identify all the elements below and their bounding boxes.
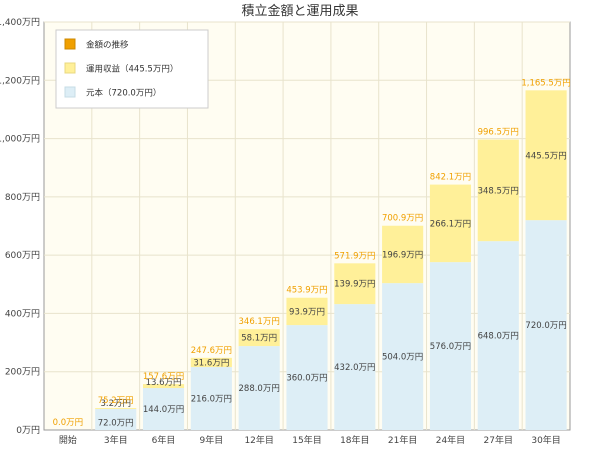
y-tick-label: 1,400万円: [0, 17, 40, 28]
data-label-principal: 648.0万円: [478, 332, 519, 342]
data-label-total: 842.1万円: [430, 173, 471, 183]
data-label-total: 453.9万円: [286, 286, 327, 296]
legend-label: 運用収益（445.5万円）: [86, 64, 178, 75]
data-label-principal: 576.0万円: [430, 342, 471, 352]
data-label-return: 348.5万円: [478, 186, 519, 196]
data-label-principal: 432.0万円: [334, 363, 375, 373]
bar-return: [190, 357, 232, 368]
bar-principal: [334, 304, 376, 430]
x-tick-label: 24年目: [436, 434, 465, 446]
data-label-total: 996.5万円: [478, 128, 519, 138]
bar-principal: [429, 262, 472, 430]
x-tick-label: 6年目: [152, 434, 176, 446]
x-tick-label: 9年目: [199, 434, 223, 446]
data-label-principal: 504.0万円: [382, 353, 423, 363]
legend-swatch: [64, 86, 76, 98]
bar-principal: [286, 325, 328, 430]
data-label-return: 3.2万円: [100, 399, 131, 409]
y-tick-label: 400万円: [5, 308, 40, 319]
y-tick-label: 800万円: [5, 192, 40, 203]
bar-principal: [382, 283, 424, 430]
bar-principal: [525, 220, 567, 430]
legend-box: [55, 29, 209, 109]
bar-principal: [95, 409, 137, 430]
bar-return: [477, 139, 519, 242]
x-tick-label: 21年目: [388, 434, 417, 446]
data-label-total: 75.2万円: [98, 396, 134, 406]
data-label-return: 445.5万円: [525, 151, 566, 161]
data-label-return: 31.6万円: [193, 358, 229, 368]
bar-principal: [238, 346, 280, 430]
legend-swatch: [64, 62, 76, 74]
y-axis: 0万円 200万円 400万円 600万円 800万円 1,000万円 1,200万円 1,4…: [0, 17, 40, 436]
bar-return: [142, 384, 185, 389]
data-label-total: 0.0万円: [53, 418, 84, 428]
x-tick-label: 27年目: [484, 434, 513, 446]
x-tick-label: 15年目: [292, 434, 321, 446]
data-label-total: 1,165.5万円: [521, 78, 570, 88]
bar-return: [525, 90, 567, 221]
legend-swatch: [64, 38, 76, 50]
y-tick-label: 1,000万円: [0, 134, 40, 145]
bar-return: [238, 329, 280, 347]
bar-return: [95, 408, 137, 410]
y-tick-label: 600万円: [5, 250, 40, 261]
bar-principal: [190, 367, 232, 430]
x-tick-label: 開始: [59, 434, 77, 446]
y-tick-label: 1,200万円: [0, 75, 40, 86]
data-label-return: 139.9万円: [334, 280, 375, 290]
x-axis: 開始 3年目 6年目 9年目 12年目 15年目 18年目 21年目 24年目 27年目 30年目: [59, 434, 561, 446]
x-tick-label: 3年目: [104, 434, 128, 446]
data-label-total: 157.6万円: [143, 372, 184, 382]
x-tick-label: 18年目: [340, 434, 369, 446]
bar-return: [334, 263, 376, 305]
data-label-total: 571.9万円: [334, 251, 375, 261]
data-label-principal: 360.0万円: [286, 374, 327, 384]
bar-return: [382, 225, 424, 284]
bar-return: [429, 184, 472, 263]
data-label-principal: 216.0万円: [191, 395, 232, 405]
x-tick-label: 12年目: [244, 434, 273, 446]
legend-label: 金額の推移: [86, 40, 129, 51]
legend-label: 元本（720.0万円）: [86, 88, 161, 99]
bar-principal: [477, 241, 519, 430]
data-label-principal: 72.0万円: [98, 419, 134, 429]
data-label-return: 13.6万円: [146, 378, 182, 388]
chart-title: 積立金額と運用成果: [241, 3, 358, 19]
data-label-return: 266.1万円: [430, 219, 471, 229]
data-label-total: 247.6万円: [191, 346, 232, 356]
data-label-return: 58.1万円: [241, 334, 277, 344]
data-label-principal: 720.0万円: [525, 321, 566, 331]
data-label-principal: 288.0万円: [239, 384, 280, 394]
data-label-total: 346.1万円: [239, 317, 280, 327]
data-label-principal: 144.0万円: [143, 405, 184, 415]
y-tick-label: 0万円: [16, 425, 40, 436]
bar-principal: [142, 388, 185, 430]
data-label-total: 700.9万円: [382, 214, 423, 224]
data-label-return: 93.9万円: [289, 307, 325, 317]
bar-return: [286, 297, 328, 326]
y-tick-label: 200万円: [5, 367, 40, 378]
x-tick-label: 30年目: [531, 434, 560, 446]
data-label-return: 196.9万円: [382, 250, 423, 260]
